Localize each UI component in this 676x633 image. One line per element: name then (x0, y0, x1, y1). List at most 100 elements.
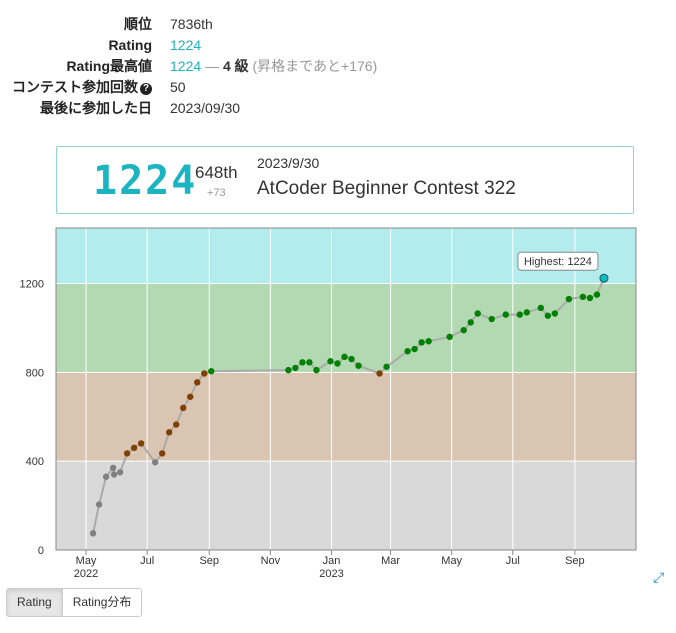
stat-label: コンテスト参加回数 (12, 79, 138, 95)
rating-point[interactable] (523, 309, 531, 316)
contest-card: 1224 648th +73 2023/9/30 AtCoder Beginne… (56, 146, 634, 214)
rating-point[interactable] (474, 310, 481, 317)
rating-point[interactable] (123, 450, 131, 457)
highest-box (517, 251, 599, 271)
stat-rating: Rating 1224 (0, 35, 600, 56)
dash: — (205, 58, 220, 74)
card-rating: 1224 (93, 158, 198, 204)
rating-point[interactable] (418, 339, 425, 346)
rating-point[interactable] (565, 295, 573, 303)
stat-label-group: コンテスト参加回数? (12, 77, 152, 98)
rating-point[interactable] (173, 421, 180, 428)
y-tick-label: 1200 (20, 279, 44, 291)
rating-point[interactable] (460, 326, 467, 334)
rating-point[interactable] (516, 311, 523, 318)
rating-point[interactable] (599, 273, 609, 283)
rating-points (89, 273, 609, 537)
rating-point[interactable] (334, 360, 341, 367)
rating-point[interactable] (355, 362, 362, 369)
rating-distribution-button[interactable]: Rating分布 (62, 588, 143, 617)
rating-point[interactable] (502, 311, 509, 318)
rating-point[interactable] (95, 501, 103, 508)
stat-rank: 順位 7836th (0, 14, 600, 35)
rating-point[interactable] (285, 366, 292, 374)
x-tick-label: Mar (381, 555, 400, 567)
rating-point[interactable] (137, 440, 145, 447)
rating-point[interactable] (208, 368, 215, 375)
stat-label: Rating最高値 (66, 58, 152, 74)
rating-point[interactable] (89, 530, 97, 537)
stat-last-date: 最後に参加した日 2023/09/30 (0, 98, 600, 119)
highest-tooltip: Highest: 1224 (517, 251, 599, 271)
x-tick-label: Sep (199, 555, 219, 567)
rating-point[interactable] (313, 366, 320, 374)
rating-point[interactable] (151, 459, 159, 466)
stat-value-group: 1224 — 4 級 (昇格まであと+176) (170, 56, 377, 77)
kyu-rank: 4 級 (222, 58, 249, 74)
stat-value: 2023/09/30 (170, 100, 241, 116)
rating-point[interactable] (579, 293, 587, 301)
highest-label: Highest: 1224 (524, 256, 592, 268)
stat-value: 50 (170, 79, 186, 95)
x-tick-label: May (441, 555, 462, 567)
rating-point[interactable] (116, 469, 124, 476)
card-place: 648th (195, 163, 238, 182)
highest-rating-value: 1224 (170, 58, 202, 74)
promotion-note: (昇格まであと+176) (252, 58, 378, 74)
rating-point[interactable] (537, 304, 545, 312)
stat-label: 順位 (124, 16, 152, 32)
rating-point[interactable] (341, 353, 348, 360)
y-tick-label: 800 (26, 367, 44, 379)
rating-point[interactable] (130, 444, 138, 452)
rating-point[interactable] (187, 393, 194, 400)
y-tick-label: 400 (26, 456, 44, 468)
rating-point[interactable] (488, 315, 495, 323)
rating-point[interactable] (180, 404, 187, 412)
x-tick-year: 2023 (319, 568, 343, 580)
rating-point[interactable] (165, 429, 173, 436)
rating-point[interactable] (110, 471, 118, 478)
x-tick-label: May (76, 555, 97, 567)
rating-point[interactable] (586, 294, 594, 302)
y-tick-label: 0 (38, 545, 44, 557)
rating-point[interactable] (102, 473, 110, 480)
grid-lines (56, 228, 636, 550)
rating-point[interactable] (348, 355, 355, 363)
rating-point[interactable] (158, 450, 166, 457)
stat-contest-count: コンテスト参加回数? 50 (0, 77, 600, 98)
rating-point[interactable] (109, 464, 117, 472)
rating-point[interactable] (306, 359, 313, 366)
rating-point[interactable] (467, 319, 474, 326)
rating-point[interactable] (425, 338, 432, 345)
x-tick-label: Jul (140, 555, 154, 567)
rating-point[interactable] (383, 363, 390, 370)
rating-point[interactable] (446, 333, 453, 341)
rating-point[interactable] (194, 379, 201, 386)
rating-point[interactable] (551, 310, 559, 317)
x-tick-label: Jul (506, 555, 520, 567)
rating-point[interactable] (411, 345, 418, 353)
rating-point[interactable] (201, 370, 208, 377)
expand-icon[interactable]: ⤢ (653, 569, 665, 585)
stat-value: 7836th (170, 16, 213, 32)
rating-tab-button[interactable]: Rating (6, 588, 63, 617)
stat-label: 最後に参加した日 (40, 100, 152, 116)
stat-value: 1224 (170, 37, 202, 53)
rating-point[interactable] (404, 348, 411, 355)
card-diff: +73 (207, 187, 226, 199)
question-circle-icon[interactable]: ? (140, 83, 152, 95)
rating-bands (56, 228, 636, 550)
rating-point[interactable] (376, 370, 383, 377)
rating-point[interactable] (327, 358, 334, 365)
card-contest-name: AtCoder Beginner Contest 322 (257, 178, 516, 199)
rating-point[interactable] (299, 359, 306, 366)
rating-point[interactable] (292, 364, 299, 372)
rating-point[interactable] (544, 312, 552, 319)
stat-highest-rating: Rating最高値 1224 — 4 級 (昇格まであと+176) (0, 56, 600, 77)
rating-point[interactable] (593, 291, 601, 298)
x-tick-label: Jan (323, 555, 341, 567)
plot-frame (55, 227, 637, 551)
x-tick-year: 2022 (74, 568, 98, 580)
